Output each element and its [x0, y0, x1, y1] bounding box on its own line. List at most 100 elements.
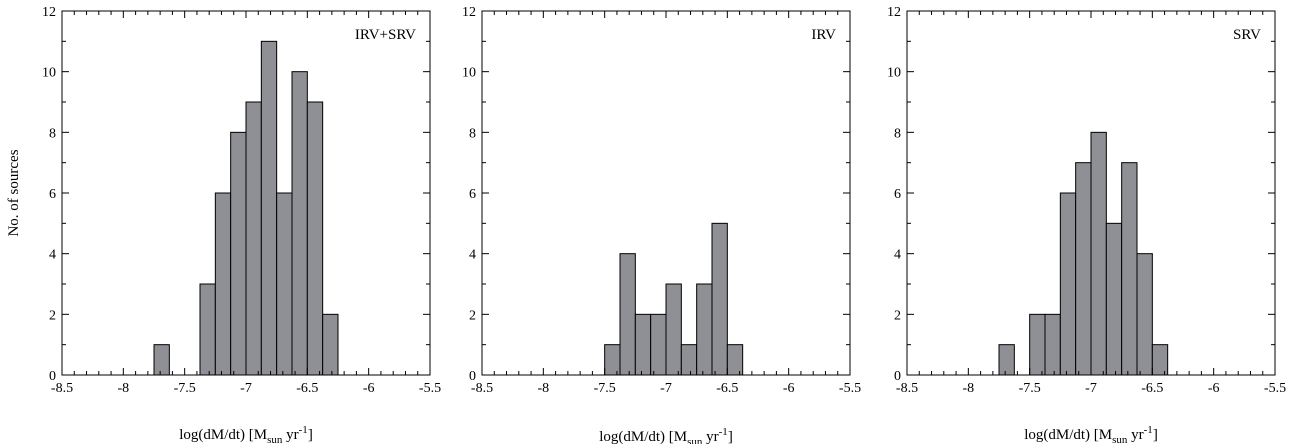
histogram-panel-srv: SRV log(dM/dt) [Msun yr-1] -8.5 -8 -7.5 -7 -… — [887, 5, 1286, 444]
y-tick-label: 12 — [42, 5, 56, 20]
x-tick-label: -8 — [962, 381, 974, 396]
x-tick-label: -8 — [537, 381, 549, 396]
panel-label: SRV — [1233, 27, 1261, 43]
x-tick-label: -5.5 — [419, 381, 441, 396]
histogram-bar — [1121, 162, 1138, 376]
x-tick-label: -7 — [240, 381, 252, 396]
histogram-bar — [650, 313, 667, 376]
histogram-bar — [322, 313, 339, 376]
x-axis-title-sup: -1 — [299, 424, 308, 436]
histogram-bar — [1151, 344, 1169, 376]
panel-label: IRV — [811, 27, 836, 43]
x-tick-label: -6 — [783, 381, 795, 396]
x-tick-label: -7 — [1085, 381, 1097, 396]
x-axis-title: log(dM/dt) [Msun yr-1] — [1024, 424, 1158, 444]
x-tick-label: -7 — [660, 381, 672, 396]
y-tick-label: 6 — [49, 187, 56, 202]
histogram-bar — [1090, 131, 1107, 376]
x-axis-title-sub: sun — [687, 436, 703, 444]
x-axis-title: log(dM/dt) [Msun yr-1] — [599, 426, 733, 444]
x-axis-title: log(dM/dt) [Msun yr-1] — [179, 424, 313, 444]
histogram-bar — [1044, 313, 1061, 376]
x-axis-title-unit: yr — [282, 427, 298, 443]
y-tick-label: 8 — [894, 126, 901, 141]
y-tick-label: 6 — [894, 187, 901, 202]
histogram-panel-irv: IRV log(dM/dt) [Msun yr-1] -8.5 -8 -7.5 -7 -… — [462, 5, 861, 444]
x-tick-label: -6 — [363, 381, 375, 396]
x-tick-label: -8.5 — [51, 381, 73, 396]
histogram-panel-irv-srv: IRV+SRV No. of sources log(dM/dt) [Msun … — [6, 5, 441, 444]
histogram-bar — [711, 222, 728, 376]
x-axis-title-unit: yr — [702, 429, 718, 444]
x-axis-title-close: ] — [728, 429, 733, 444]
histogram-bar — [726, 344, 744, 376]
y-tick-label: 8 — [469, 126, 476, 141]
x-tick-label: -6.5 — [296, 381, 318, 396]
x-axis-title-unit: yr — [1127, 427, 1143, 443]
histogram-bar — [1029, 313, 1046, 376]
x-axis-title-main: log(dM/dt) [M — [179, 427, 267, 443]
x-tick-label: -7.5 — [594, 381, 616, 396]
tick-group — [906, 10, 1276, 376]
y-tick-label: 12 — [462, 5, 476, 20]
x-tick-label: -7.5 — [174, 381, 196, 396]
x-axis-title-main: log(dM/dt) [M — [1024, 427, 1112, 443]
histogram-bar — [306, 101, 324, 376]
histogram-bar — [153, 344, 170, 376]
x-tick-label: -5.5 — [839, 381, 861, 396]
y-tick-label: 4 — [894, 248, 901, 263]
y-tick-label: 4 — [469, 248, 476, 263]
bar-group — [998, 131, 1169, 376]
histogram-bar — [634, 313, 652, 376]
y-tick-label: 2 — [469, 308, 476, 323]
x-tick-label: -6 — [1208, 381, 1220, 396]
y-tick-label: 10 — [887, 66, 901, 81]
x-axis-title-close: ] — [308, 427, 313, 443]
tick-group — [61, 10, 431, 376]
histogram-bar — [1059, 192, 1077, 376]
y-tick-label: 10 — [462, 66, 476, 81]
x-axis-title-close: ] — [1153, 427, 1158, 443]
histogram-bar — [260, 40, 278, 376]
y-tick-label: 10 — [42, 66, 56, 81]
x-tick-label: -8 — [117, 381, 129, 396]
histogram-bar — [665, 283, 682, 376]
bar-group — [153, 40, 339, 376]
x-tick-label: -6.5 — [716, 381, 738, 396]
histogram-bar — [1075, 162, 1092, 376]
y-tick-label: 8 — [49, 126, 56, 141]
histogram-bar — [199, 283, 216, 376]
histogram-bar — [998, 344, 1015, 376]
y-tick-label: 12 — [887, 5, 901, 20]
y-tick-label: 4 — [49, 248, 56, 263]
y-tick-label: 0 — [894, 369, 901, 384]
x-axis-title-sup: -1 — [719, 426, 728, 438]
histogram-bar — [680, 344, 698, 376]
x-axis-title-sub: sun — [267, 434, 283, 444]
y-tick-label: 2 — [894, 308, 901, 323]
bar-group — [604, 222, 744, 376]
x-tick-label: -5.5 — [1264, 381, 1286, 396]
x-tick-label: -7.5 — [1019, 381, 1041, 396]
y-axis-title: No. of sources — [6, 149, 22, 236]
histogram-bar — [214, 192, 232, 376]
x-tick-label: -6.5 — [1141, 381, 1163, 396]
y-tick-label: 0 — [469, 369, 476, 384]
panel-label: IRV+SRV — [355, 27, 416, 43]
histogram-bar — [696, 283, 713, 376]
x-tick-label: -8.5 — [896, 381, 918, 396]
histogram-bar — [230, 131, 247, 376]
histogram-bar — [604, 344, 621, 376]
x-axis-title-main: log(dM/dt) [M — [599, 429, 687, 444]
x-tick-label: -8.5 — [471, 381, 493, 396]
tick-group — [481, 10, 851, 376]
y-tick-label: 2 — [49, 308, 56, 323]
y-tick-label: 0 — [49, 369, 56, 384]
histogram-bar — [1105, 222, 1123, 376]
histogram-bar — [291, 71, 308, 376]
histogram-bar — [245, 101, 262, 376]
histogram-bar — [276, 192, 293, 376]
x-axis-title-sub: sun — [1112, 434, 1128, 444]
histogram-bar — [619, 253, 636, 376]
